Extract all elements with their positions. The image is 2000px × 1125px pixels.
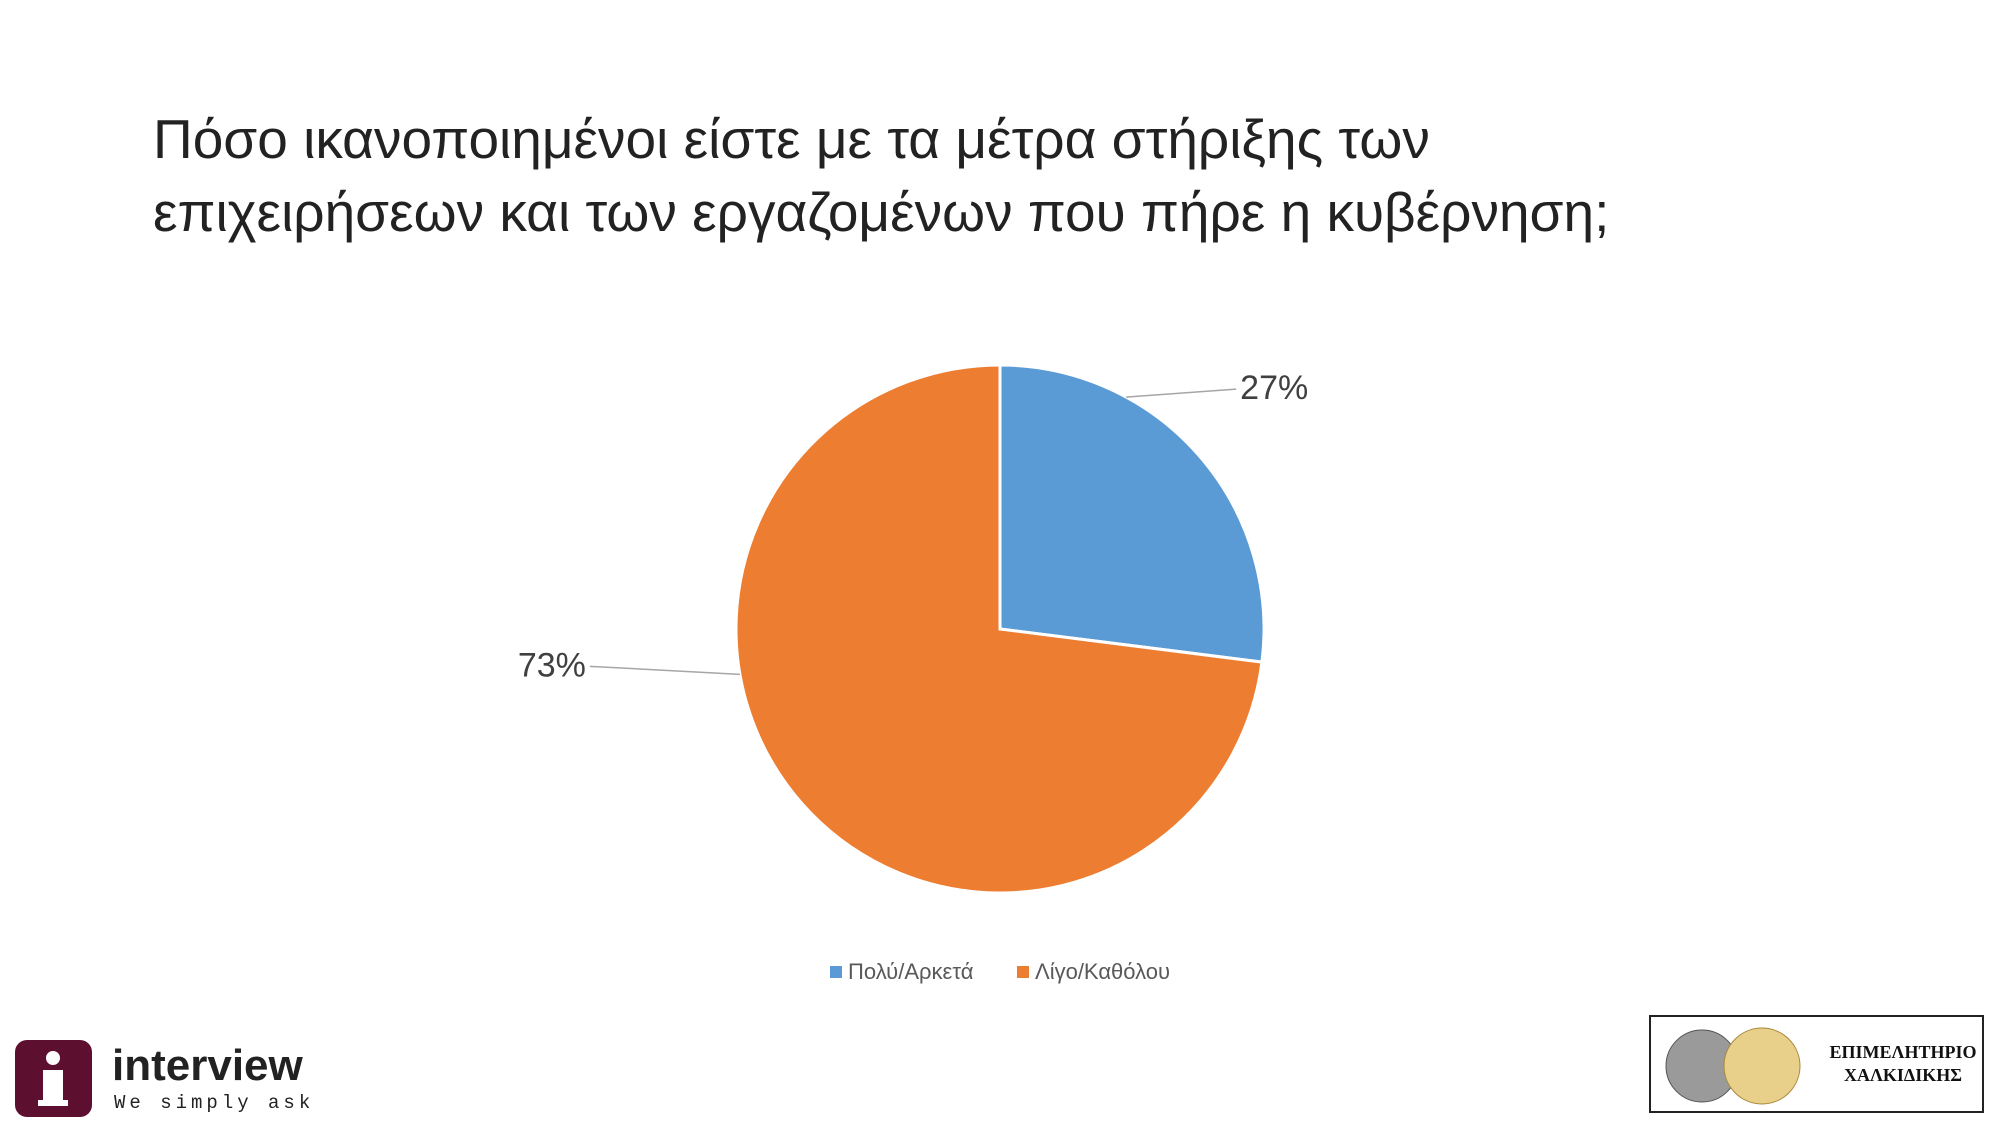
legend-swatch <box>830 966 842 978</box>
logo-dot <box>46 1051 60 1065</box>
logo-text: ΧΑΛΚΙΔΙΚΗΣ <box>1844 1065 1962 1085</box>
chamber-logo: ΕΠΙΜΕΛΗΤΗΡΙΟ ΧΑΛΚΙΔΙΚΗΣ <box>1649 1015 1984 1113</box>
logo-text: ΕΠΙΜΕΛΗΤΗΡΙΟ <box>1830 1042 1977 1062</box>
logo-base <box>38 1100 68 1106</box>
leader-line <box>1126 388 1237 398</box>
pie: 27% 73% <box>518 363 1308 895</box>
title-line: επιχειρήσεων και των εργαζομένων που πήρ… <box>153 181 1609 243</box>
pie-slice <box>998 363 1266 664</box>
legend-label: Πολύ/Αρκετά <box>848 959 974 984</box>
logo-name: interview <box>112 1041 304 1090</box>
logo-stem <box>43 1070 63 1104</box>
legend-label: Λίγο/Καθόλου <box>1035 959 1170 984</box>
leader-line <box>589 665 740 676</box>
data-label: 27% <box>1240 369 1308 407</box>
legend: Πολύ/Αρκετά Λίγο/Καθόλου <box>830 959 1170 984</box>
coin <box>1723 1027 1801 1105</box>
legend-swatch <box>1017 966 1029 978</box>
title-line: Πόσο ικανοποιημένοι είστε με τα μέτρα στ… <box>153 108 1430 170</box>
pie-slice <box>734 363 1264 895</box>
data-label: 73% <box>518 646 586 684</box>
interview-logo: interview We simply ask <box>15 1040 314 1117</box>
logo-slogan: We simply ask <box>114 1092 314 1114</box>
